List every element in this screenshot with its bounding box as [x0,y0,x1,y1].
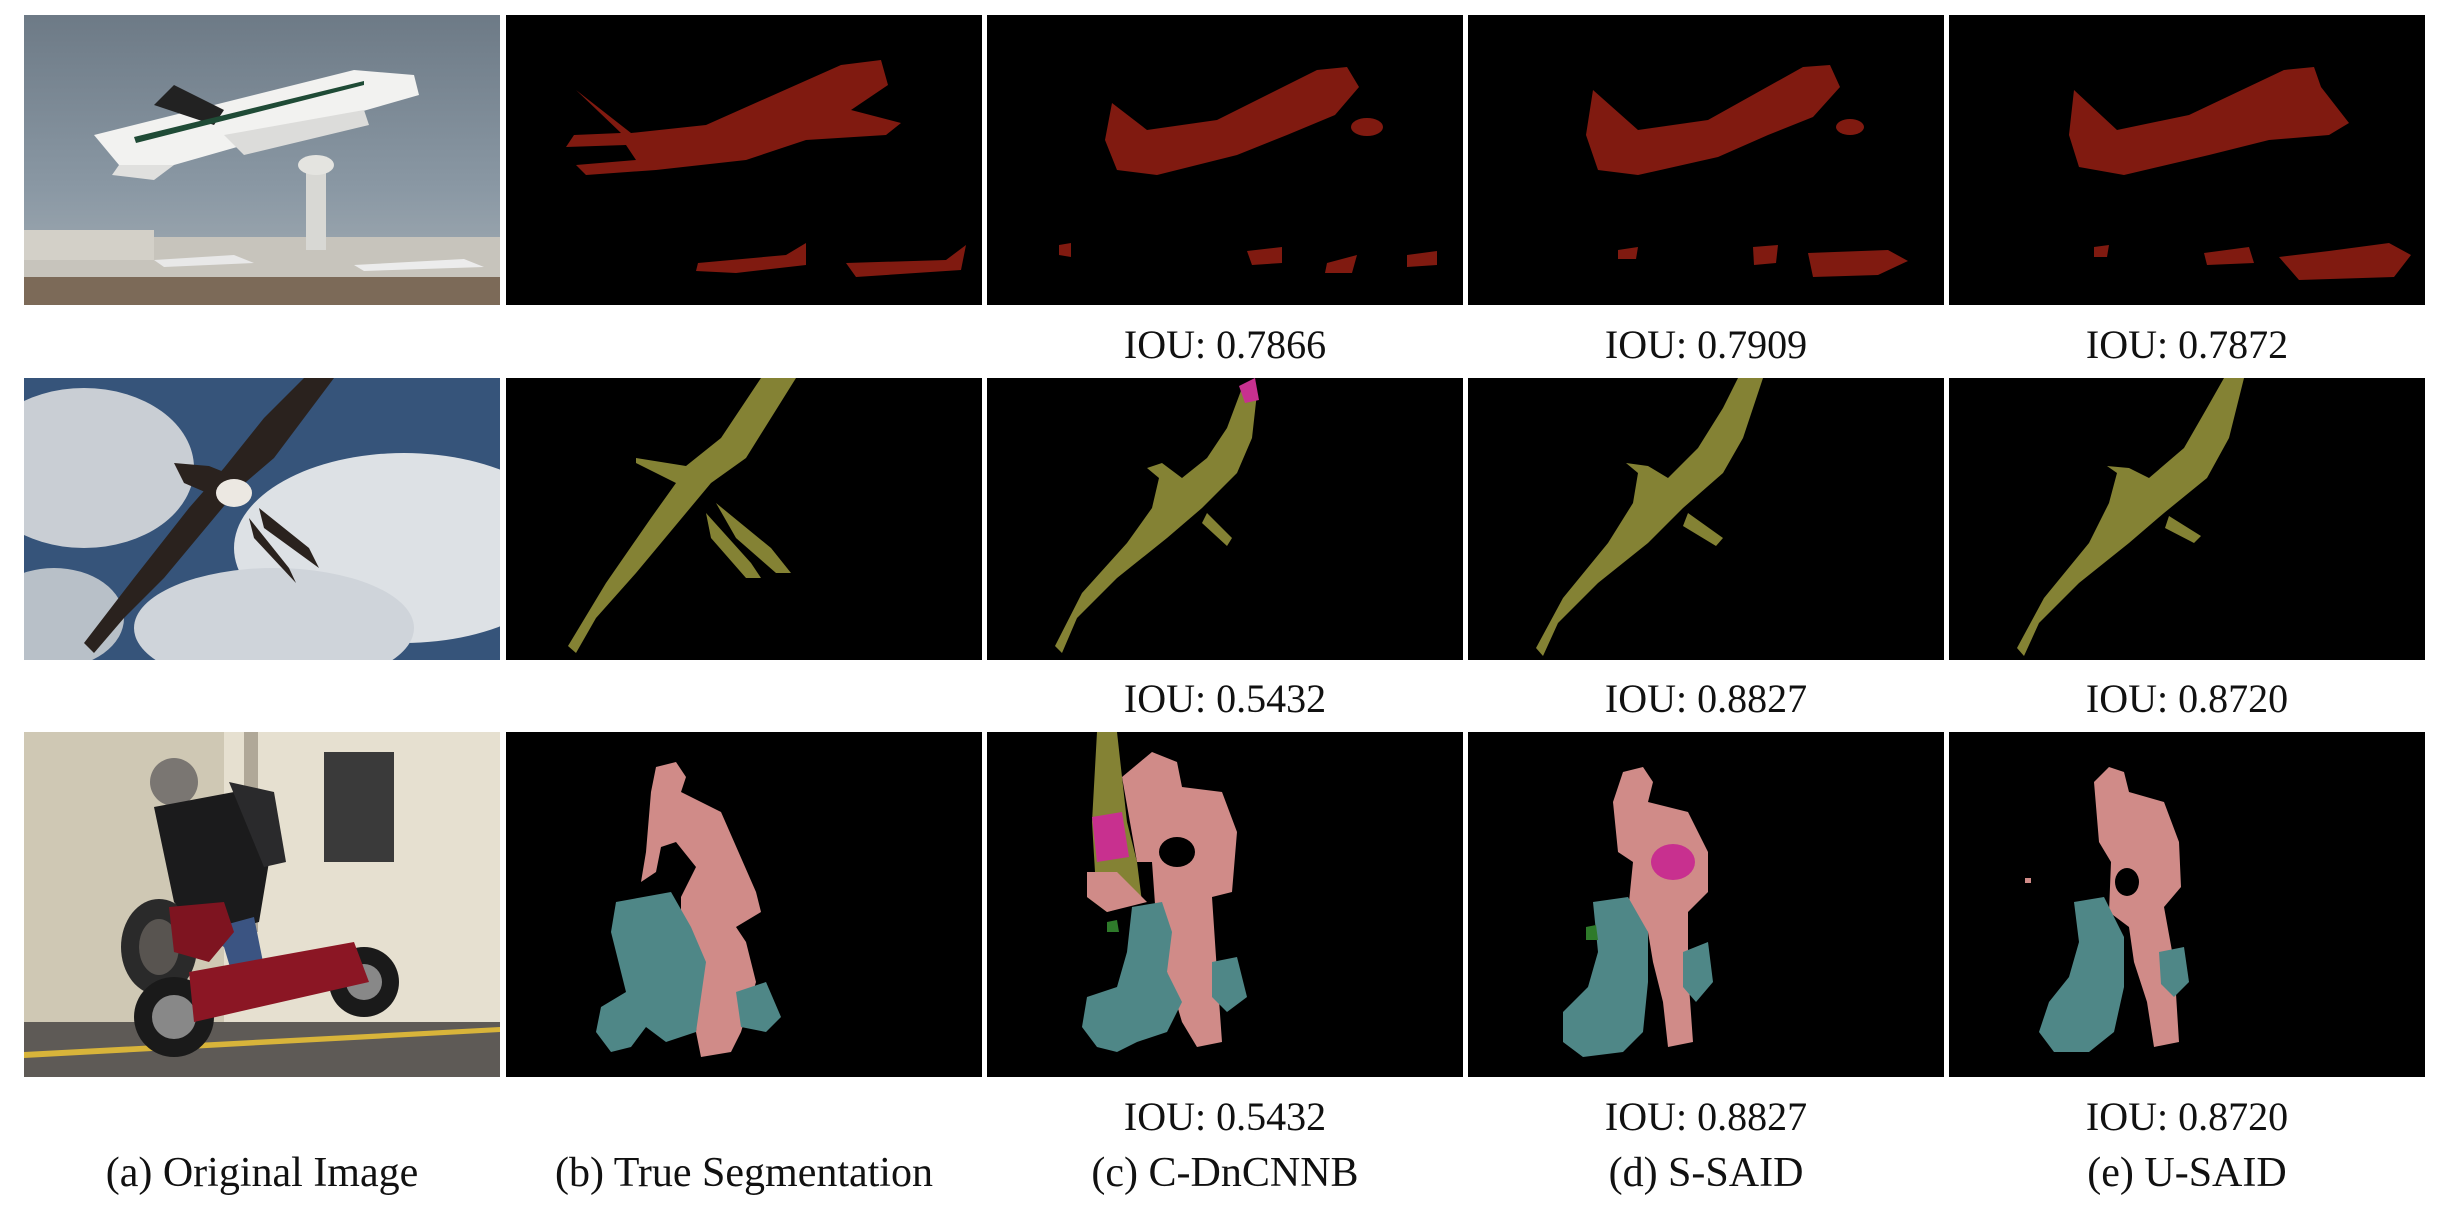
iou-row1-u-said: IOU: 0.7872 [2085,322,2289,367]
iou-row1-s-said: IOU: 0.7909 [1604,322,1808,367]
caption-original-image: (a) Original Image [105,1150,419,1196]
c-dncnnb-segmentation-motorbike [987,732,1463,1077]
caption-u-said: (e) U-SAID [2087,1150,2287,1196]
u-said-segmentation-motorbike [1949,732,2425,1077]
s-said-segmentation-bird [1468,378,1944,660]
iou-row1-c-dncnnb: IOU: 0.7866 [1123,322,1327,367]
iou-row3-s-said: IOU: 0.8827 [1604,1094,1808,1139]
true-segmentation-motorbike [506,732,982,1077]
original-image-airplane [24,15,500,305]
caption-s-said: (d) S-SAID [1608,1150,1804,1196]
iou-row2-c-dncnnb: IOU: 0.5432 [1123,676,1327,721]
c-dncnnb-segmentation-bird [987,378,1463,660]
u-said-segmentation-airplane [1949,15,2425,305]
true-segmentation-airplane [506,15,982,305]
s-said-segmentation-airplane [1468,15,1944,305]
original-image-bird [24,378,500,660]
c-dncnnb-segmentation-airplane [987,15,1463,305]
original-image-motorbike [24,732,500,1077]
caption-true-segmentation: (b) True Segmentation [555,1150,933,1196]
iou-row3-u-said: IOU: 0.8720 [2085,1094,2289,1139]
true-segmentation-bird [506,378,982,660]
iou-row2-u-said: IOU: 0.8720 [2085,676,2289,721]
iou-row3-c-dncnnb: IOU: 0.5432 [1123,1094,1327,1139]
caption-c-dncnnb: (c) C-DnCNNB [1091,1150,1359,1196]
u-said-segmentation-bird [1949,378,2425,660]
iou-row2-s-said: IOU: 0.8827 [1604,676,1808,721]
s-said-segmentation-motorbike [1468,732,1944,1077]
